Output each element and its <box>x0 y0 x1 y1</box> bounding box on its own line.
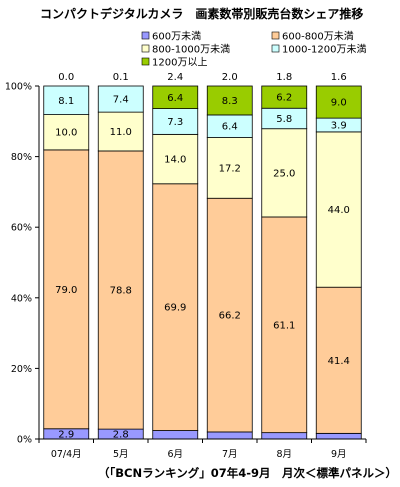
bar-segment-4-3 <box>206 85 253 116</box>
bar-segment-3-1 <box>97 85 144 113</box>
x-tick-label: 9月 <box>331 449 347 460</box>
bar-segment-2-0 <box>43 114 90 151</box>
data-label-0-5: 1.6 <box>331 72 347 83</box>
data-label-1-2: 69.9 <box>164 303 186 314</box>
data-label-4-0: 0.0 <box>58 72 74 83</box>
x-tick-label: 6月 <box>167 449 183 460</box>
bar-segment-1-4 <box>261 216 308 434</box>
legend-swatch-0 <box>141 31 150 40</box>
data-label-1-5: 41.4 <box>328 356 350 367</box>
bar-segment-2-4 <box>261 128 308 218</box>
data-label-0-0: 2.9 <box>58 429 74 440</box>
data-label-1-0: 79.0 <box>55 285 77 296</box>
bar-segment-0-2 <box>152 430 199 440</box>
data-label-1-4: 61.1 <box>273 320 295 331</box>
legend-label-4: 1200万以上 <box>152 57 207 69</box>
data-label-0-1: 2.8 <box>113 430 129 441</box>
bar-segment-1-1 <box>97 150 144 430</box>
legend-swatch-3 <box>271 44 280 53</box>
bar-segment-2-1 <box>97 111 144 152</box>
data-label-4-1: 0.1 <box>113 72 129 83</box>
data-label-2-5: 44.0 <box>328 205 350 216</box>
data-label-4-3: 8.3 <box>222 96 238 107</box>
source-note: （「BCNランキング」07年4-9月 月次＜標準パネル＞） <box>98 466 397 480</box>
legend: 600万未満 600-800万未満 800-1000万未満 1000-1200万未満 1… <box>141 31 367 69</box>
data-label-3-3: 6.4 <box>222 122 238 133</box>
legend-swatch-2 <box>141 44 150 53</box>
bar-segment-1-2 <box>152 183 199 431</box>
bar-segment-4-2 <box>152 85 199 109</box>
chart-title: コンパクトデジタルカメラ 画素数帯別販売台数シェア推移 <box>40 6 363 21</box>
x-axis: 07/4月 5月 6月 7月 8月 9月 <box>38 438 367 460</box>
bar-segment-0-3 <box>206 431 253 440</box>
legend-label-2: 800-1000万未満 <box>152 44 230 56</box>
data-label-4-5: 9.0 <box>331 98 347 109</box>
data-label-3-0: 8.1 <box>58 96 74 107</box>
y-tick-label: 80% <box>11 152 32 163</box>
legend-label-3: 1000-1200万未満 <box>282 44 367 56</box>
data-label-3-2: 7.3 <box>167 117 183 128</box>
bar-segment-0-5 <box>315 432 362 440</box>
x-tick-label: 07/4月 <box>51 449 82 460</box>
data-label-2-3: 17.2 <box>219 163 241 174</box>
data-label-4-4: 6.2 <box>276 93 292 104</box>
legend-label-1: 600-800万未満 <box>282 31 354 43</box>
y-tick-label: 20% <box>11 364 32 375</box>
data-label-0-4: 1.8 <box>276 72 292 83</box>
data-label-4-2: 6.4 <box>167 93 183 104</box>
legend-swatch-1 <box>271 31 280 40</box>
data-label-0-2: 2.4 <box>167 72 183 83</box>
bar-segment-4-5 <box>315 85 362 119</box>
bar-segment-0-4 <box>261 432 308 440</box>
data-label-3-4: 5.8 <box>276 114 292 125</box>
bar-segment-1-3 <box>206 197 253 433</box>
bar-segment-1-0 <box>43 149 90 430</box>
bars: 2.9 79.0 10.0 8.1 0.0 2.8 78.8 11.0 7.4 0.1 2.4 69.… <box>43 72 362 441</box>
y-tick-label: 0% <box>17 435 32 446</box>
bar-segment-4-4 <box>261 85 308 109</box>
y-axis: 0% 20% 40% 60% 80% 100% <box>5 82 40 446</box>
x-tick-label: 8月 <box>276 449 292 460</box>
bar-segment-2-3 <box>206 137 253 199</box>
data-label-2-2: 14.0 <box>164 155 186 166</box>
legend-label-0: 600万未満 <box>152 31 201 43</box>
y-tick-label: 100% <box>5 82 32 93</box>
y-tick-label: 60% <box>11 223 32 234</box>
data-label-3-1: 7.4 <box>113 95 129 106</box>
data-label-2-0: 10.0 <box>55 128 77 139</box>
data-label-3-5: 3.9 <box>331 121 347 132</box>
x-tick-label: 7月 <box>222 449 238 460</box>
data-label-1-3: 66.2 <box>219 311 241 322</box>
data-label-2-1: 11.0 <box>110 127 132 138</box>
data-label-1-1: 78.8 <box>110 286 132 297</box>
data-label-0-3: 2.0 <box>222 72 238 83</box>
y-tick-label: 40% <box>11 293 32 304</box>
bar-segment-3-0 <box>43 85 90 115</box>
data-label-2-4: 25.0 <box>273 168 295 179</box>
x-tick-label: 5月 <box>113 449 129 460</box>
legend-swatch-4 <box>141 57 150 66</box>
